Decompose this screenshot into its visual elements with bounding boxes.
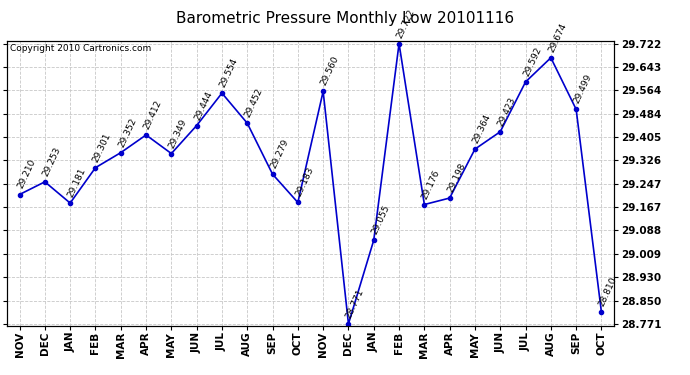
Text: 29.592: 29.592: [522, 45, 543, 78]
Text: 29.412: 29.412: [142, 99, 164, 131]
Text: 29.279: 29.279: [268, 138, 290, 170]
Text: 29.176: 29.176: [420, 168, 442, 200]
Text: 29.452: 29.452: [244, 87, 265, 119]
Text: 29.423: 29.423: [496, 96, 518, 128]
Text: 29.364: 29.364: [471, 113, 493, 145]
Text: 29.349: 29.349: [168, 117, 189, 149]
Text: 29.674: 29.674: [547, 21, 569, 54]
Text: Copyright 2010 Cartronics.com: Copyright 2010 Cartronics.com: [10, 44, 151, 53]
Text: 29.499: 29.499: [572, 73, 593, 105]
Text: 29.722: 29.722: [395, 8, 417, 39]
Text: 29.301: 29.301: [92, 131, 113, 164]
Text: 29.181: 29.181: [66, 166, 88, 199]
Text: 29.183: 29.183: [294, 166, 315, 198]
Text: 29.253: 29.253: [41, 146, 62, 178]
Text: 29.352: 29.352: [117, 116, 138, 148]
Text: 29.210: 29.210: [16, 158, 37, 190]
Text: 29.554: 29.554: [218, 57, 239, 89]
Text: 28.810: 28.810: [598, 276, 619, 308]
Text: 29.198: 29.198: [446, 162, 467, 194]
Text: Barometric Pressure Monthly Low 20101116: Barometric Pressure Monthly Low 20101116: [176, 11, 514, 26]
Text: 28.771: 28.771: [344, 287, 366, 320]
Text: 29.444: 29.444: [193, 89, 214, 122]
Text: 29.560: 29.560: [319, 55, 341, 87]
Text: 29.055: 29.055: [370, 204, 391, 236]
